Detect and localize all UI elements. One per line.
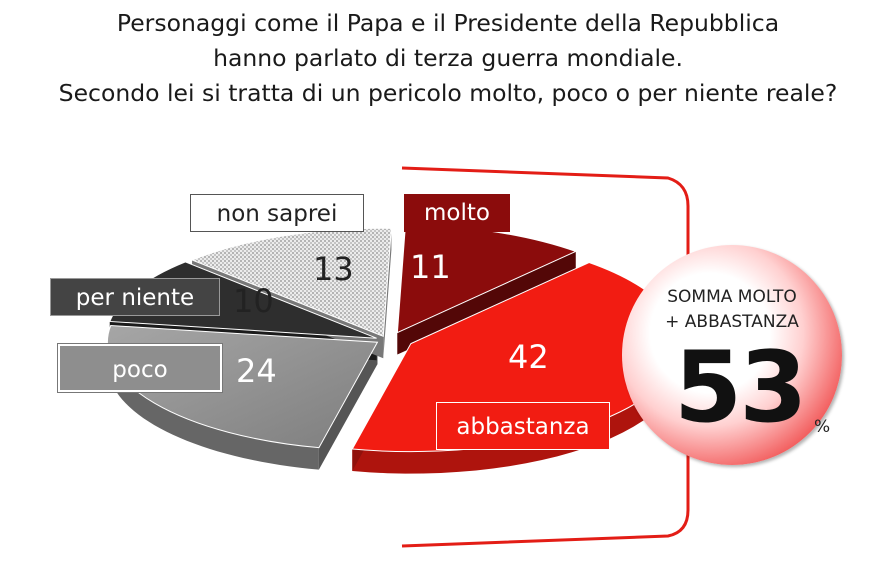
label-poco: poco (57, 343, 223, 393)
title-line-3: Secondo lei si tratta di un pericolo mol… (58, 79, 838, 107)
label-abbastanza: abbastanza (436, 402, 610, 450)
value-molto: 11 (410, 248, 451, 286)
value-abbastanza: 42 (508, 338, 549, 376)
summary-unit: % (814, 417, 831, 437)
label-non-saprei: non saprei (190, 194, 364, 232)
slice-side-abbastanza (352, 262, 681, 474)
title-line-2: hanno parlato di terza guerra mondiale. (213, 44, 683, 72)
value-per-niente: 10 (233, 282, 274, 320)
chart-title: Personaggi come il Papa e il Presidente … (0, 6, 896, 111)
summary-line-2: + ABBASTANZA (665, 312, 799, 332)
value-non-saprei: 13 (313, 250, 354, 288)
slice-side-poco (107, 325, 319, 470)
value-poco: 24 (236, 352, 277, 390)
summary-line-1: SOMMA MOLTO (667, 287, 797, 307)
slice-non-saprei (190, 227, 392, 337)
label-molto: molto (404, 194, 510, 232)
summary-value: 53 (674, 331, 807, 445)
slice-edge-molto-1 (397, 251, 576, 355)
title-line-1: Personaggi come il Papa e il Presidente … (116, 9, 780, 37)
label-per-niente: per niente (50, 278, 220, 316)
summary-badge: SOMMA MOLTO + ABBASTANZA 53 % (622, 245, 842, 465)
slice-edge-poco-0 (318, 342, 378, 470)
